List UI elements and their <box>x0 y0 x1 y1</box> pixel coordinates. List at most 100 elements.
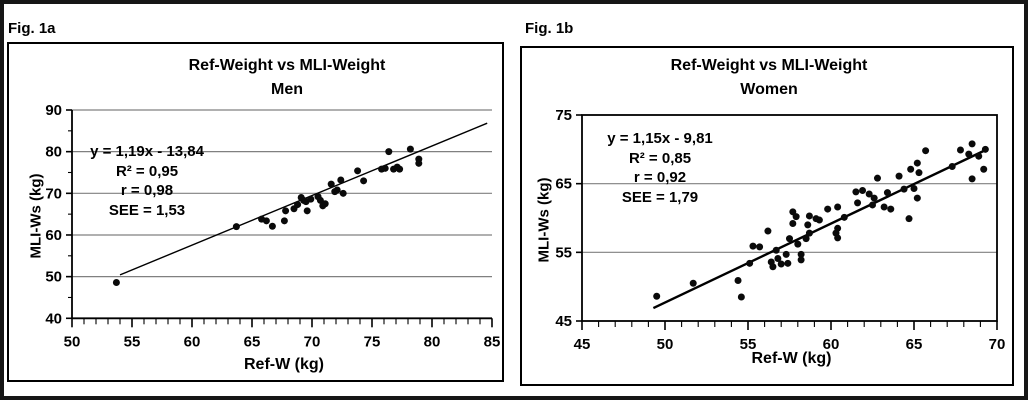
data-point <box>840 213 848 221</box>
data-point <box>737 293 745 301</box>
data-point <box>980 165 988 173</box>
data-point <box>782 250 790 258</box>
x-tick-label: 50 <box>64 333 81 350</box>
data-point <box>968 175 976 183</box>
x-tick-label: 55 <box>740 336 757 353</box>
regression-r2: R² = 0,95 <box>115 162 179 180</box>
data-point <box>887 205 895 213</box>
data-point <box>774 255 782 263</box>
data-point <box>396 165 404 173</box>
data-point <box>385 148 393 156</box>
data-point <box>815 216 823 224</box>
data-point <box>789 219 797 227</box>
data-point <box>854 199 862 207</box>
data-point <box>689 279 697 287</box>
x-tick-label: 65 <box>906 336 923 353</box>
y-tick-label: 65 <box>555 176 572 193</box>
x-tick-label: 50 <box>657 336 674 353</box>
data-point <box>873 174 881 182</box>
data-point <box>981 145 989 153</box>
data-point <box>834 203 842 211</box>
data-point <box>865 190 873 198</box>
data-point <box>327 180 335 188</box>
y-tick-label: 50 <box>45 269 62 286</box>
regression-r2: R² = 0,85 <box>628 149 692 167</box>
x-tick-label: 80 <box>424 333 441 350</box>
data-point <box>895 172 903 180</box>
y-tick-label: 80 <box>45 144 62 161</box>
data-point <box>948 163 956 170</box>
data-point <box>805 229 813 237</box>
regression-see: SEE = 1,53 <box>108 201 186 219</box>
data-point <box>907 165 915 173</box>
regression-r: r = 0,92 <box>633 169 687 186</box>
data-point <box>905 215 913 223</box>
data-point <box>415 159 423 167</box>
data-point <box>339 189 347 197</box>
trend-line <box>652 149 986 310</box>
regression-equation: y = 1,15x - 9,81 <box>607 130 713 147</box>
data-point <box>913 194 921 202</box>
men-chart-title: Ref-Weight vs MLI-Weight <box>188 57 386 74</box>
data-point <box>321 200 329 208</box>
fig-1a-label: Fig. 1a <box>8 20 56 37</box>
data-point <box>794 240 802 248</box>
data-point <box>333 186 341 194</box>
regression-see: SEE = 1,79 <box>621 188 699 206</box>
data-point <box>282 207 290 215</box>
x-tick-label: 70 <box>304 333 321 350</box>
data-point <box>824 205 832 213</box>
men-regression-stats: y = 1,19x - 13,84 R² = 0,95 r = 0,98 SEE… <box>47 142 247 220</box>
data-point <box>975 152 983 160</box>
women-chart-panel: 45 50 55 60 65 70 45 55 65 75 Ref-Weight vs MLI-W… <box>520 46 1014 386</box>
men-x-axis-label: Ref-W (kg) <box>244 356 324 373</box>
y-tick-label: 60 <box>45 227 62 244</box>
data-point <box>232 223 240 231</box>
y-tick-label: 90 <box>45 102 62 119</box>
data-point <box>968 140 976 148</box>
data-point <box>777 260 785 268</box>
data-point <box>852 188 860 196</box>
women-chart-title: Ref-Weight vs MLI-Weight <box>670 57 868 74</box>
women-scatter-chart: 45 50 55 60 65 70 45 55 65 75 <box>555 107 1006 353</box>
data-point <box>354 167 362 175</box>
data-point <box>268 222 276 230</box>
fig-1b-label: Fig. 1b <box>525 20 574 37</box>
data-point <box>797 250 805 258</box>
data-point <box>734 276 742 284</box>
y-tick-label: 45 <box>555 313 572 330</box>
data-point <box>764 227 772 235</box>
data-point <box>786 235 793 243</box>
regression-r: r = 0,98 <box>120 182 174 199</box>
y-tick-label: 40 <box>45 310 62 327</box>
data-point <box>307 195 315 203</box>
data-point <box>756 243 764 251</box>
data-point <box>797 256 805 264</box>
data-point <box>913 159 921 167</box>
data-point <box>792 213 800 221</box>
data-point <box>834 224 842 232</box>
x-tick-label: 45 <box>574 336 591 353</box>
women-x-axis-label: Ref-W (kg) <box>751 350 832 367</box>
data-point <box>294 201 302 209</box>
data-point <box>834 234 842 242</box>
data-point <box>360 177 368 185</box>
x-tick-label: 60 <box>184 333 201 350</box>
x-tick-label: 70 <box>989 336 1006 353</box>
data-point <box>749 242 757 250</box>
y-tick-label: 75 <box>555 107 572 124</box>
data-point <box>784 259 792 267</box>
data-point <box>337 176 345 184</box>
data-point <box>280 217 288 225</box>
data-point <box>804 221 812 229</box>
men-y-axis-label: MLI-Ws (kg) <box>27 173 45 259</box>
women-y-axis-label: MLI-Ws (kg) <box>535 177 553 263</box>
data-point <box>406 145 414 153</box>
data-point <box>303 207 311 215</box>
data-point <box>802 235 810 243</box>
data-point <box>965 150 973 158</box>
x-tick-label: 60 <box>823 336 840 353</box>
regression-equation: y = 1,19x - 13,84 <box>90 143 204 160</box>
data-point <box>772 246 780 254</box>
